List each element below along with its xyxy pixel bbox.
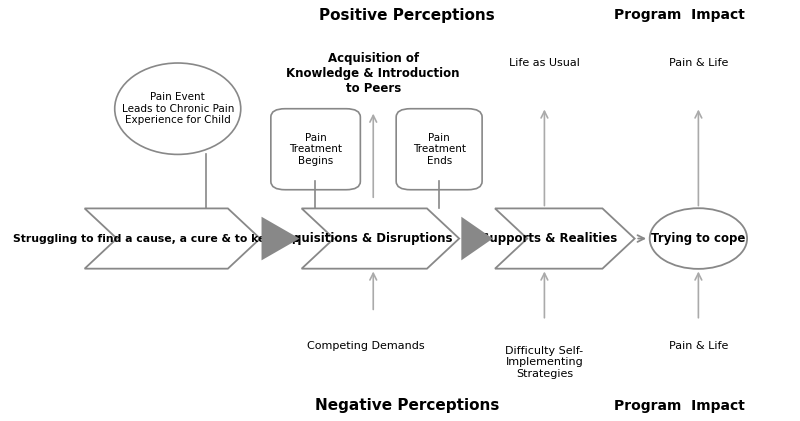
Text: Life as Usual: Life as Usual: [509, 58, 580, 68]
FancyBboxPatch shape: [396, 109, 482, 190]
Text: Difficulty Self-
Implementing
Strategies: Difficulty Self- Implementing Strategies: [506, 346, 583, 379]
Text: Program  Impact: Program Impact: [614, 399, 745, 413]
Text: Struggling to find a cause, a cure & to keep up: Struggling to find a cause, a cure & to …: [13, 234, 300, 243]
Text: Acquisitions & Disruptions: Acquisitions & Disruptions: [277, 232, 452, 245]
Text: Pain
Treatment
Ends: Pain Treatment Ends: [413, 133, 466, 166]
Text: Positive Perceptions: Positive Perceptions: [319, 8, 494, 23]
Text: Pain Event
Leads to Chronic Pain
Experience for Child: Pain Event Leads to Chronic Pain Experie…: [122, 92, 234, 125]
Text: Supports & Realities: Supports & Realities: [481, 232, 617, 245]
Ellipse shape: [114, 63, 241, 155]
Ellipse shape: [650, 208, 747, 269]
Text: Competing Demands: Competing Demands: [306, 341, 424, 351]
Text: Program  Impact: Program Impact: [614, 8, 745, 22]
FancyBboxPatch shape: [271, 109, 360, 190]
Text: Trying to cope: Trying to cope: [651, 232, 746, 245]
Polygon shape: [495, 208, 634, 269]
Polygon shape: [85, 208, 260, 269]
Text: Pain
Treatment
Begins: Pain Treatment Begins: [289, 133, 342, 166]
Polygon shape: [462, 217, 493, 260]
Text: Pain & Life: Pain & Life: [669, 58, 728, 68]
Text: Acquisition of
Knowledge & Introduction
to Peers: Acquisition of Knowledge & Introduction …: [286, 52, 460, 95]
Polygon shape: [262, 217, 299, 260]
Text: Negative Perceptions: Negative Perceptions: [314, 398, 499, 413]
Text: Pain & Life: Pain & Life: [669, 341, 728, 351]
Polygon shape: [302, 208, 459, 269]
